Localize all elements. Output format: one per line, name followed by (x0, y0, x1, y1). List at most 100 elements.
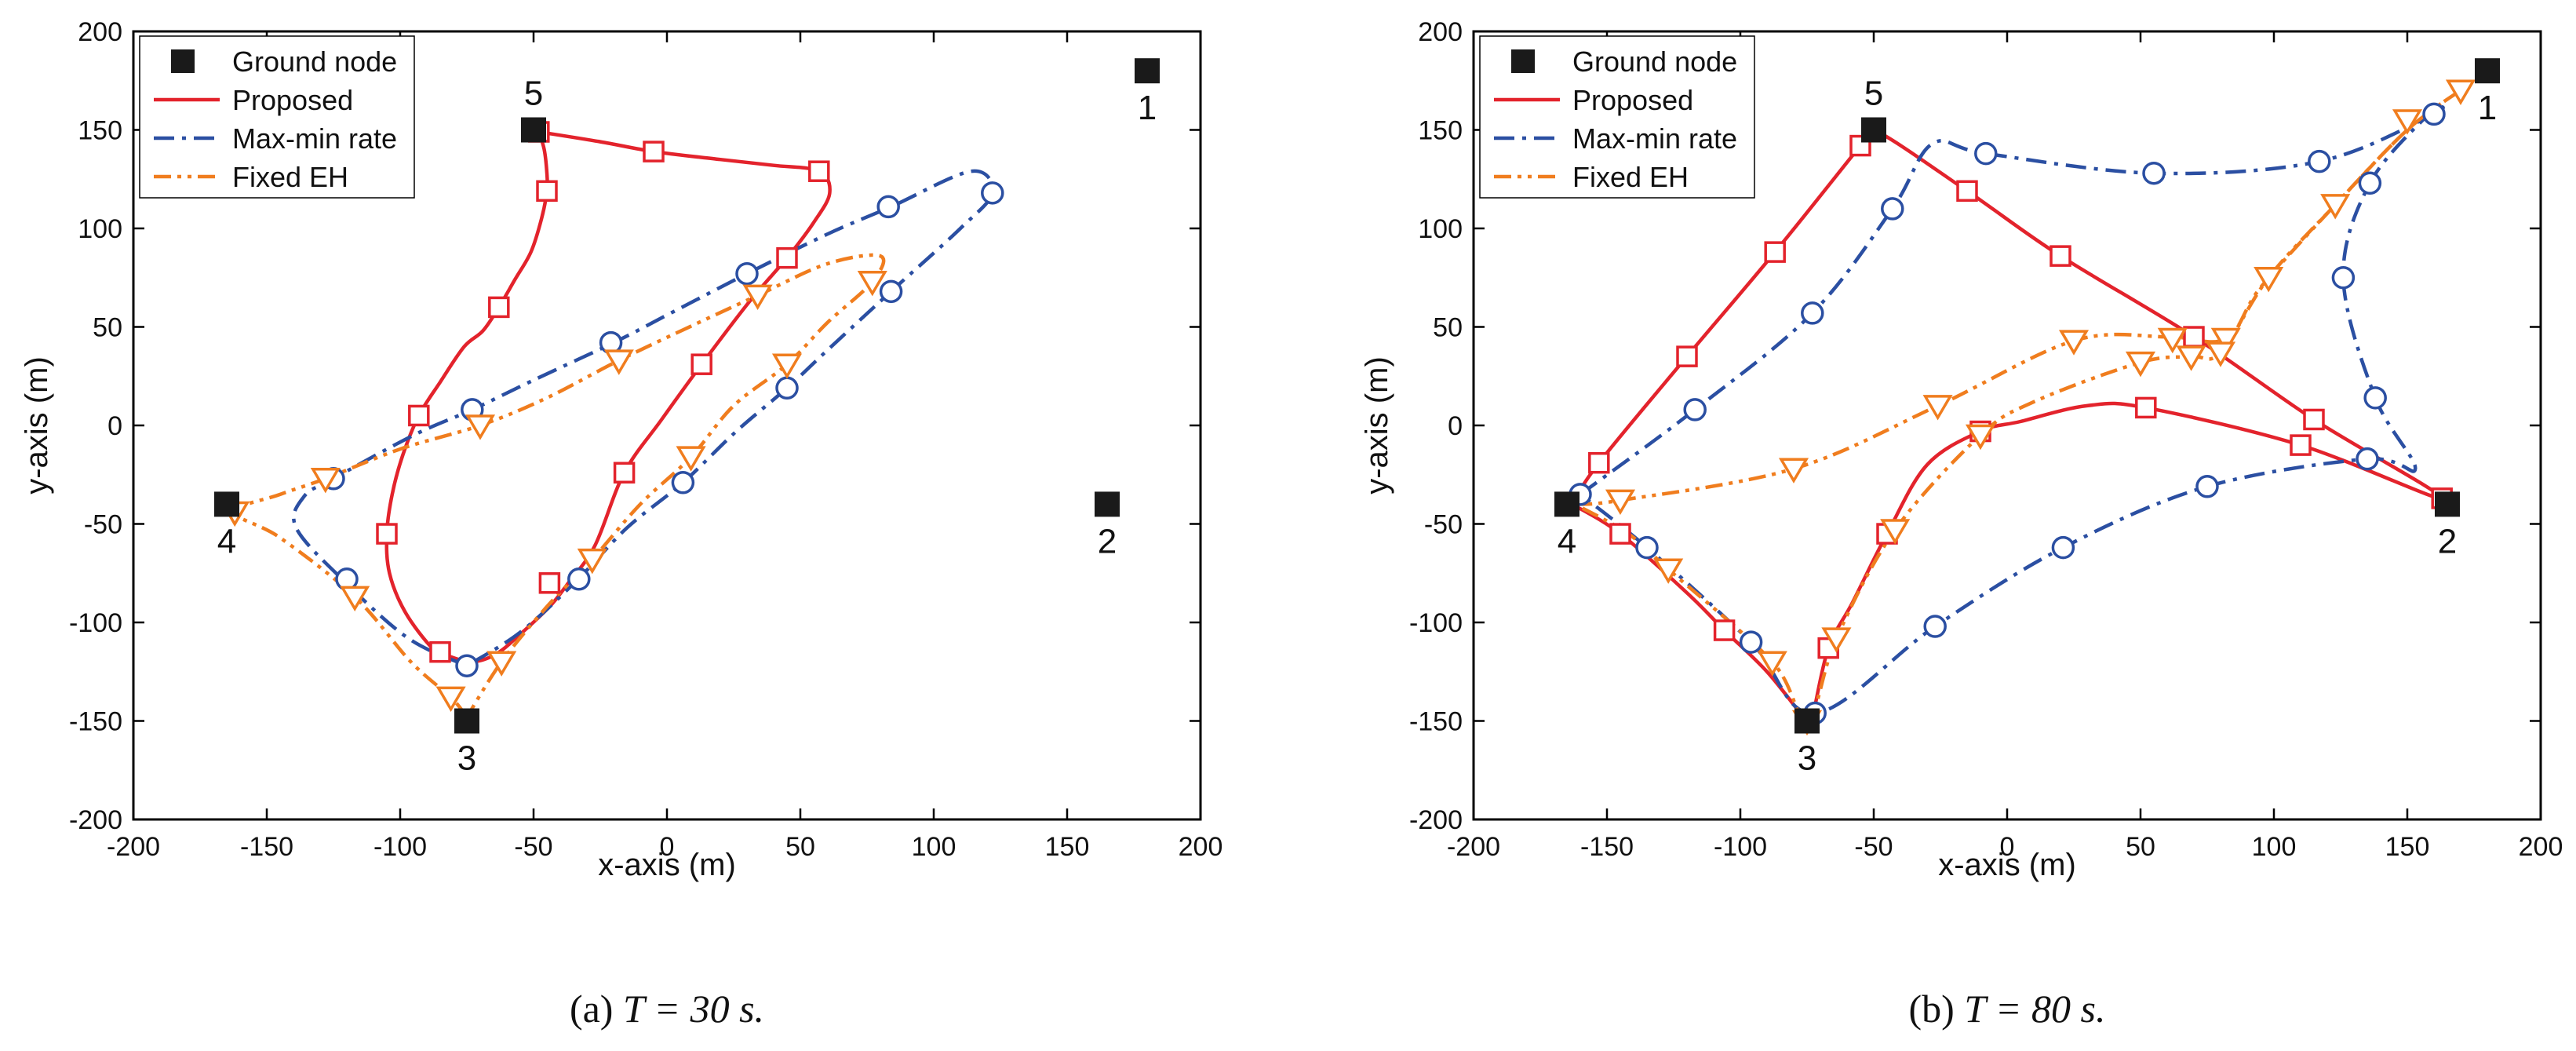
panel-b-series-maxmin-marker (1739, 630, 1763, 654)
panel-b-series-maxmin-marker (2331, 266, 2356, 290)
panel-b-series-maxmin-marker (1635, 535, 1659, 560)
panel-b-caption-math: T = 80 s. (1964, 987, 2105, 1031)
panel-b-x-tick-label: 200 (2519, 832, 2563, 862)
panel-a-y-tick-label: -200 (69, 805, 122, 835)
panel-b-ground-node-4 (1554, 491, 1579, 517)
panel-b-series-fixed-marker (1653, 558, 1684, 584)
panel-a-x-tick-label: -200 (107, 832, 160, 862)
panel-b-series-proposed-marker (2135, 396, 2157, 419)
panel-b-series-maxmin-marker (2308, 149, 2331, 173)
panel-a-ground-node-3 (454, 708, 479, 734)
panel-b-x-tick-label: -50 (1854, 832, 1893, 862)
panel-b-series-proposed-marker (2050, 245, 2071, 267)
panel-a-series-maxmin-marker (455, 654, 479, 677)
panel-b-series-fixed-marker (2205, 341, 2236, 367)
panel-b-series-fixed-marker (2320, 194, 2351, 220)
panel-a-series-maxmin-marker (876, 195, 900, 219)
panel-b-series-maxmin-marker (2422, 102, 2446, 126)
panel-b-series-proposed-marker (2303, 408, 2325, 431)
panel-b-series-fixed-marker (2392, 109, 2423, 135)
panel-b-y-tick-label: -200 (1409, 805, 1463, 835)
panel-a-series-maxmin-marker (879, 279, 903, 304)
panel-a-ground-node-label: 1 (1138, 89, 1157, 127)
panel-a-series-proposed-marker (808, 160, 830, 182)
panel-a-series-proposed-marker (429, 640, 451, 663)
panel-b-series-fixed-marker (2254, 267, 2284, 293)
panel-a-series-maxmin-line (292, 169, 995, 668)
panel-a-legend-label: Max-min rate (232, 122, 397, 155)
panel-b-ground-node-label: 4 (1558, 522, 1576, 560)
panel-a-y-tick-label: 50 (93, 313, 122, 343)
panel-a-y-tick-label: 200 (78, 17, 122, 47)
panel-a-series-proposed-marker (776, 246, 798, 269)
panel-b-y-tick-label: -100 (1409, 608, 1463, 638)
panel-a-legend-label: Fixed EH (232, 161, 348, 193)
panel-a-x-axis-title: x-axis (m) (598, 848, 736, 882)
panel-a-series-proposed-marker (690, 353, 712, 375)
panel-a-legend-node-swatch (171, 49, 195, 73)
panel-b-series-maxmin-marker (2195, 475, 2219, 498)
panel-a-legend-label: Proposed (232, 84, 353, 116)
panel-b-y-tick-label: -50 (1424, 510, 1463, 540)
panel-a-y-tick-label: 150 (78, 116, 122, 146)
panel-b-series-fixed-marker (1757, 651, 1787, 677)
panel-b-series-fixed-marker (1778, 458, 1809, 484)
panel-a-trajectory-chart: -200 -150 -100 -50 0 50 100 150 200-200-150-100-… (20, 17, 1222, 1031)
panel-b-y-tick-label: 0 (1448, 411, 1463, 441)
panel-b-series-maxmin-marker (1881, 197, 1904, 221)
panel-b-ground-node-label: 1 (2478, 89, 2497, 127)
panel-b-y-tick-label: 150 (1418, 116, 1463, 146)
panel-a-ground-node-5 (521, 117, 546, 143)
panel-a-series-proposed-marker (376, 523, 398, 545)
panel-a-series-fixed-marker (676, 446, 706, 472)
panel-b-series-fixed-marker (2176, 345, 2206, 371)
panel-b-x-tick-label: -200 (1447, 832, 1500, 862)
panel-a-series-proposed-marker (538, 572, 561, 594)
panel-a-ground-node-label: 3 (457, 739, 476, 778)
panel-a-y-tick-label: 100 (78, 214, 122, 244)
panel-b-series-proposed-marker (1713, 619, 1736, 641)
panel-b-series-maxmin-marker (2363, 386, 2387, 410)
panel-b-series-fixed-marker (2058, 330, 2090, 356)
panel-b-ground-node-3 (1794, 708, 1820, 734)
panel-b-x-tick-label: 100 (2252, 832, 2297, 862)
panel-b-caption: (b) T = 80 s. (1909, 987, 2106, 1031)
panel-a-series-maxmin-marker (775, 376, 799, 400)
panel-b-series-proposed-marker (2290, 434, 2312, 456)
panel-a-ground-node-2 (1095, 491, 1120, 517)
panel-b-series-fixed-line (1574, 89, 2463, 723)
panel-a-y-axis-title: y-axis (m) (20, 356, 54, 494)
panel-b-ground-node-5 (1861, 117, 1886, 143)
panel-a-x-tick-label: -150 (240, 832, 293, 862)
panel-b-series-maxmin-marker (2356, 447, 2379, 471)
panel-a-series-maxmin-marker (981, 181, 1004, 205)
panel-a-series-maxmin-marker (735, 261, 759, 286)
panel-b-x-tick-label: 50 (2126, 832, 2155, 862)
panel-b-legend-label: Proposed (1572, 84, 1693, 116)
panel-b-series-proposed-marker (1588, 451, 1610, 474)
panel-a-legend-label: Ground node (232, 46, 397, 78)
panel-b-x-tick-label: 0 (2000, 832, 2015, 862)
panel-a-x-tick-label: 100 (912, 832, 956, 862)
panel-a-y-tick-label: -150 (69, 707, 122, 737)
panel-a-series-fixed-marker (857, 271, 887, 297)
panel-b-ground-node-1 (2475, 58, 2500, 84)
panel-a-series-fixed-marker (310, 468, 341, 494)
panel-a-y-tick-label: -50 (84, 510, 122, 540)
panel-b-series-fixed-marker (1821, 627, 1852, 653)
panel-b-y-axis-title: y-axis (m) (1360, 356, 1394, 494)
panel-b-series-fixed-marker (1880, 519, 1911, 545)
panel-b-series-proposed-marker (1676, 345, 1698, 367)
panel-b-y-tick-label: -150 (1409, 707, 1463, 737)
panel-b-ground-node-label: 2 (2438, 522, 2457, 560)
panel-b-ground-node-2 (2435, 491, 2460, 517)
panel-a-x-tick-label: 200 (1179, 832, 1223, 862)
panel-a-ground-node-label: 4 (217, 522, 236, 560)
panel-b-series-maxmin-marker (1683, 398, 1707, 421)
panel-a-x-tick-label: -50 (514, 832, 552, 862)
panel-a-series-maxmin-marker (567, 567, 591, 591)
panel-a-x-tick-label: 50 (785, 832, 815, 862)
panel-b-series-maxmin-marker (1801, 301, 1824, 325)
panel-a-ground-node-1 (1135, 58, 1160, 84)
panel-b-trajectory-chart: -200 -150 -100 -50 0 50 100 150 200-200-150-100-… (1360, 17, 2563, 1031)
